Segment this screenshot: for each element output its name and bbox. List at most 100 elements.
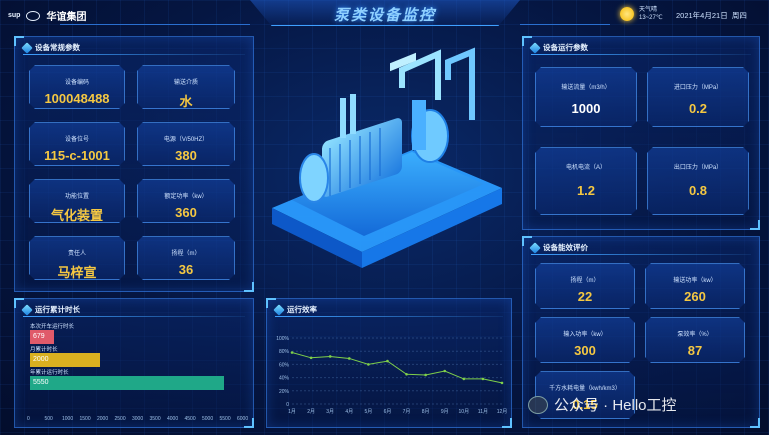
eff-card-head[interactable]: 扬程（m） 22: [535, 263, 635, 309]
param-card-power-source[interactable]: 电源（V/50HZ） 380: [137, 122, 235, 166]
date: 2021年4月21日: [676, 11, 728, 20]
bar-label: 本次开车运行时长: [30, 324, 75, 330]
data-point[interactable]: [424, 373, 427, 377]
card-label: 输入功率（kw）: [563, 332, 607, 338]
card-label: 进口压力（MPa）: [673, 85, 723, 91]
data-point[interactable]: [328, 355, 332, 358]
card-value: 马梓宣: [57, 265, 97, 280]
watermark-text: 公众号 · Hello工控: [554, 397, 677, 414]
card-label: 泵效率（%）: [677, 332, 713, 338]
x-tick-label: 3500: [149, 416, 161, 422]
series-line: [291, 352, 503, 384]
param-card-code[interactable]: 设备编码 100048488: [29, 65, 125, 109]
data-point[interactable]: [462, 377, 466, 381]
header-line-left: [60, 24, 250, 25]
x-tick-label: 2500: [114, 416, 126, 422]
param-card-tag[interactable]: 设备位号 115-c-1001: [29, 122, 125, 166]
eff-card-input-power[interactable]: 输入功率（kw） 300: [535, 317, 635, 363]
data-point[interactable]: [309, 356, 313, 360]
data-point[interactable]: [481, 377, 485, 381]
pump-illustration[interactable]: [262, 40, 512, 280]
param-card-location[interactable]: 功能位置 气化装置: [29, 179, 125, 223]
running-card-inlet-pressure[interactable]: 进口压力（MPa） 0.2: [647, 67, 749, 127]
running-card-outlet-pressure[interactable]: 出口压力（MPa） 0.8: [647, 147, 749, 215]
params-panel-header: 设备常规参数: [21, 41, 80, 54]
card-label: 电源（V/50HZ）: [163, 137, 209, 143]
card-label: 千方水耗电量（kwh/km3）: [549, 386, 621, 392]
card-value: 380: [175, 148, 197, 163]
cube-icon: [21, 41, 33, 54]
card-value: 260: [684, 289, 706, 304]
x-tick-label: 5000: [202, 416, 214, 422]
logo-sup-text: sup: [8, 12, 21, 19]
x-tick-label: 5月: [364, 409, 372, 415]
weekday: 周四: [731, 11, 747, 20]
x-tick-label: 4月: [345, 409, 353, 415]
x-tick-label: 4000: [167, 416, 179, 422]
data-point[interactable]: [500, 381, 504, 385]
card-value: 水: [179, 94, 193, 109]
param-card-rated-power[interactable]: 额定功率（kw） 360: [137, 179, 235, 223]
x-tick-label: 4500: [184, 416, 196, 422]
data-point[interactable]: [386, 359, 389, 363]
y-tick-label: 60%: [279, 362, 290, 368]
x-tick-label: 8月: [422, 409, 430, 415]
card-label: 输送流量（m3/h）: [561, 85, 611, 91]
data-point[interactable]: [347, 357, 351, 360]
card-label: 电机电流（A）: [565, 165, 606, 171]
card-value: 300: [574, 343, 596, 358]
x-tick-label: 2000: [97, 416, 109, 422]
running-card-flow[interactable]: 输送流量（m3/h） 1000: [535, 67, 637, 127]
x-tick-label: 10月: [459, 409, 470, 415]
bar-value: 2000: [33, 356, 49, 363]
x-tick-label: 3月: [326, 409, 334, 415]
date-display: 2021年4月21日 周四: [676, 10, 747, 21]
param-card-medium[interactable]: 输送介质 水: [137, 65, 235, 109]
data-point[interactable]: [290, 351, 294, 354]
card-value: 87: [687, 343, 703, 358]
temperature: 13~27℃: [639, 15, 663, 21]
eff-card-power-consumption[interactable]: 千方水耗电量（kwh/km3） 0.15: [535, 371, 635, 419]
eff-card-pump-efficiency[interactable]: 泵效率（%） 87: [645, 317, 745, 363]
runtime-bar[interactable]: 679: [30, 330, 54, 344]
x-tick-label: 1500: [79, 416, 91, 422]
runtime-bar[interactable]: 5550: [30, 376, 225, 390]
bar-label: 月累计时长: [30, 347, 58, 353]
card-value: 0.2: [688, 101, 708, 116]
card-label: 出口压力（MPa）: [673, 165, 723, 171]
page-title: 泵类设备监控: [333, 7, 436, 24]
efficiency-panel: 设备能效评价 扬程（m） 22 输送功率（kw） 260 输入功率（kw） 30…: [522, 236, 760, 428]
cube-icon: [529, 241, 541, 254]
watermark: 公众号 · Hello工控: [528, 394, 677, 415]
running-card-current[interactable]: 电机电流（A） 1.2: [535, 147, 637, 215]
data-point[interactable]: [405, 373, 408, 376]
rate-panel: 运行效率: [266, 298, 512, 428]
x-tick-label: 6000: [237, 416, 249, 422]
header-line-right: [520, 24, 610, 25]
header: 泵类设备监控 sup 华谊集团 天气晴 13~27℃ 2021年4月21日 周四: [0, 0, 769, 32]
data-point[interactable]: [367, 363, 370, 366]
x-tick-label: 12月: [497, 409, 508, 415]
param-card-head[interactable]: 扬程（m） 36: [137, 236, 235, 280]
logo-mark-icon: [26, 10, 41, 21]
bar-label: 年累计运行时长: [30, 370, 69, 376]
bar-value: 679: [33, 333, 45, 340]
x-tick-label: 3000: [132, 416, 144, 422]
param-card-owner[interactable]: 责任人 马梓宣: [29, 236, 125, 280]
card-value: 115-c-1001: [44, 148, 110, 163]
data-point[interactable]: [443, 369, 447, 373]
x-tick-label: 6月: [384, 409, 392, 415]
card-label: 扬程（m）: [570, 278, 600, 284]
efficiency-panel-header: 设备能效评价: [529, 241, 588, 254]
eff-card-transfer-power[interactable]: 输送功率（kw） 260: [645, 263, 745, 309]
card-label: 设备编码: [64, 80, 89, 86]
bar-value: 5550: [33, 379, 49, 386]
runtime-bar[interactable]: 2000: [30, 353, 100, 367]
rate-line-chart[interactable]: 0 20% 40% 60% 80% 100% 1月 2月 3月 4月 5月 6月 7月 8月 9月 10月 11…: [266, 298, 512, 428]
x-tick-label: 9月: [441, 409, 449, 415]
x-tick-label: 1000: [62, 416, 74, 422]
company-name: 华谊集团: [46, 12, 87, 23]
card-label: 输送介质: [173, 80, 198, 86]
x-tick-label: 7月: [403, 409, 411, 415]
x-tick-label: 5500: [219, 416, 231, 422]
